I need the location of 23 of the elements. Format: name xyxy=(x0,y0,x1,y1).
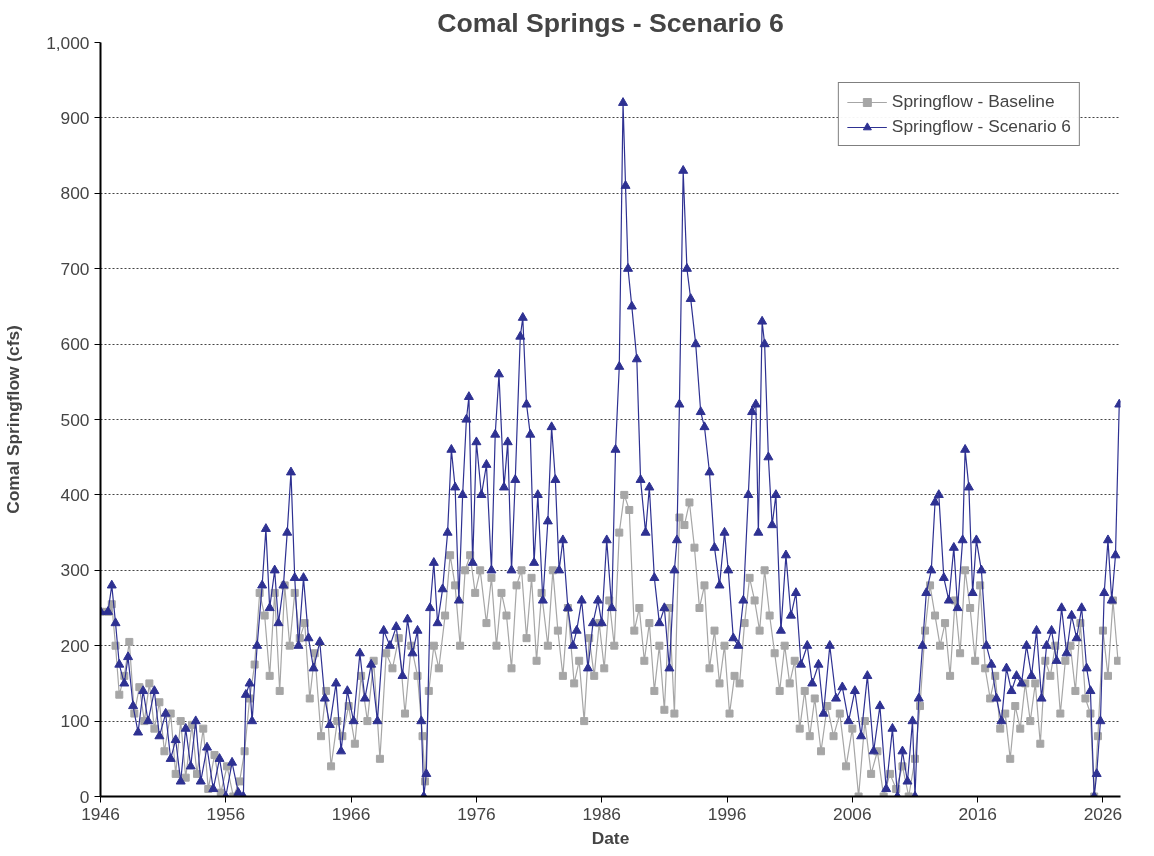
y-tick-label: 700 xyxy=(60,258,90,279)
x-tick-label: 1966 xyxy=(331,803,371,824)
y-tick-label: 1,000 xyxy=(46,32,90,53)
x-tick-label: 2026 xyxy=(1083,803,1123,824)
chart-title: Comal Springs - Scenario 6 xyxy=(437,7,784,38)
x-axis-title: Date xyxy=(591,827,630,848)
x-tick-label: 1996 xyxy=(707,803,747,824)
x-tick-label: 2006 xyxy=(833,803,872,824)
x-tick-label: 1956 xyxy=(206,803,246,824)
y-tick-label: 600 xyxy=(60,334,90,355)
x-tick-label: 1986 xyxy=(582,803,622,824)
y-axis-title: Comal Springflow (cfs) xyxy=(3,325,24,514)
y-tick-label: 100 xyxy=(60,711,90,732)
x-tick-label: 1976 xyxy=(457,803,496,824)
legend-label: Springflow - Scenario 6 xyxy=(891,116,1071,137)
y-tick-label: 300 xyxy=(60,560,90,581)
y-tick-label: 400 xyxy=(60,484,90,505)
y-tick-label: 200 xyxy=(60,635,90,656)
y-tick-label: 500 xyxy=(60,409,90,430)
y-tick-label: 800 xyxy=(60,183,90,204)
legend-label: Springflow - Baseline xyxy=(891,91,1055,112)
y-tick-label: 900 xyxy=(60,107,90,128)
x-tick-label: 2016 xyxy=(958,803,997,824)
